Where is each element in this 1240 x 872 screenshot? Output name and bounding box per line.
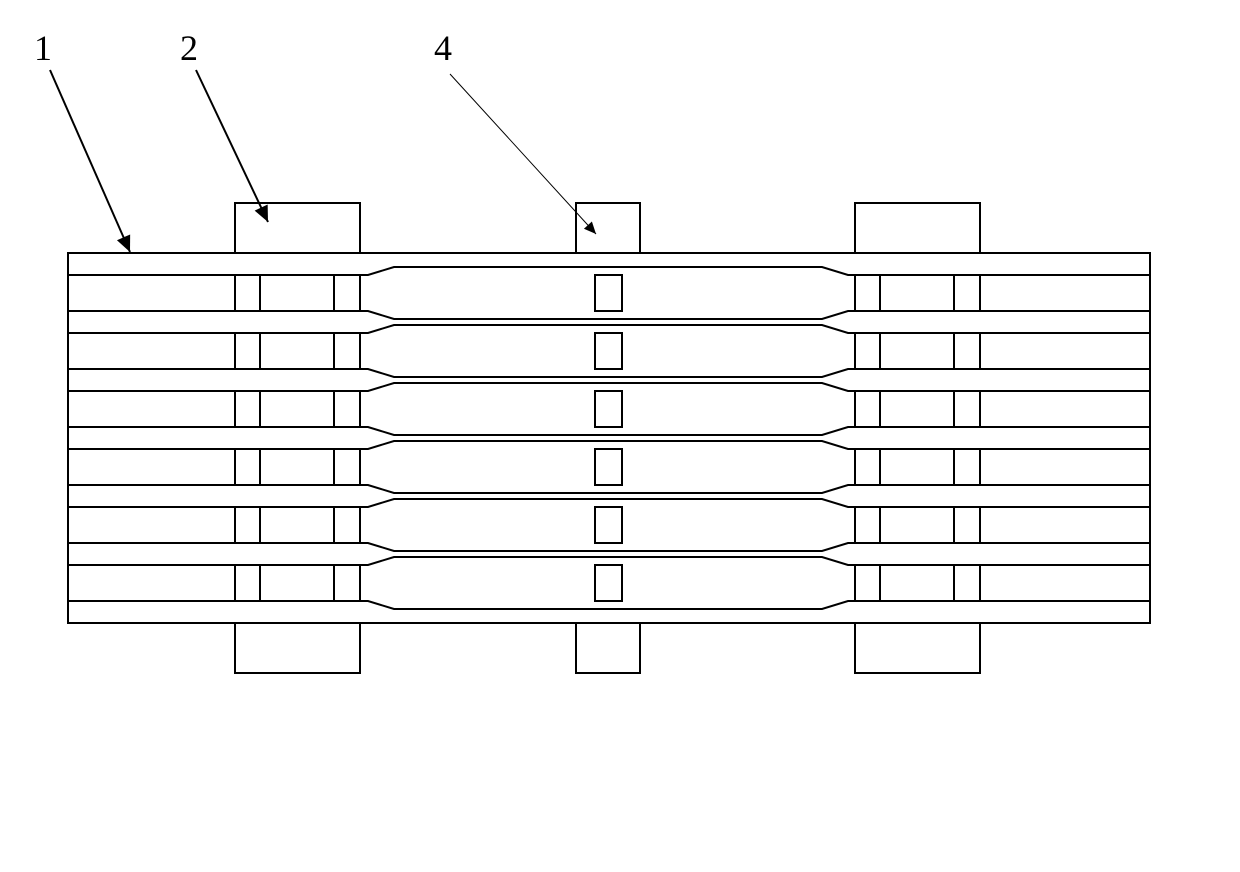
leader-line — [50, 70, 130, 252]
bottom-spacer — [855, 623, 980, 673]
bottom-spacers — [235, 623, 980, 673]
bottom-spacer — [576, 623, 640, 673]
top-spacer — [855, 203, 980, 253]
top-spacer — [235, 203, 360, 253]
bottom-spacer — [235, 623, 360, 673]
leader-line — [450, 74, 596, 234]
labels: 1 2 4 — [34, 28, 452, 68]
label-1: 1 — [34, 28, 52, 68]
label-2: 2 — [180, 28, 198, 68]
channels — [68, 267, 1150, 609]
label-4: 4 — [434, 28, 452, 68]
top-spacers — [235, 203, 980, 253]
leader-arrows — [50, 70, 596, 252]
mid-spacers — [235, 275, 980, 601]
leader-line — [196, 70, 268, 222]
